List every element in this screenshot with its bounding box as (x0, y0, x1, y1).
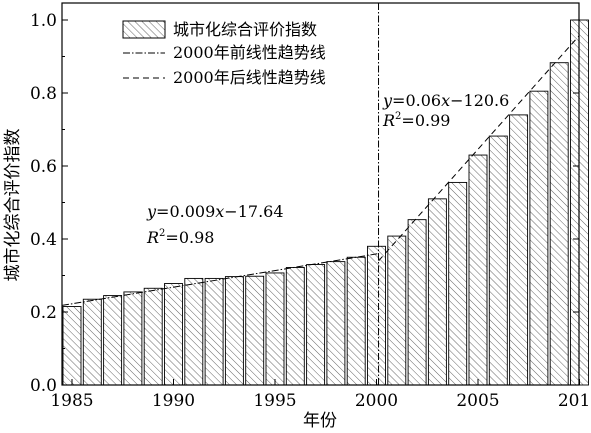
x-tick-label: 1985 (50, 391, 93, 411)
x-tick-label: 2000 (355, 391, 398, 411)
bar-2003 (427, 198, 447, 386)
bars-group (62, 19, 589, 386)
x-tick-label: 1995 (253, 391, 296, 411)
annotation-post-equation: y=0.06x−120.6 (382, 91, 509, 110)
y-axis: 0.0 0.2 0.4 0.6 0.8 1.0 (30, 11, 579, 396)
legend-label-pre: 2000年前线性趋势线 (173, 43, 326, 62)
y-tick-label: 0.0 (30, 376, 57, 396)
bar-1988 (123, 291, 143, 386)
trend-lines (62, 3, 579, 385)
bar-1990 (164, 283, 183, 386)
y-axis-title: 城市化综合评价指数 (3, 129, 23, 282)
bar-1992 (204, 277, 224, 386)
y-tick-label: 0.4 (30, 230, 57, 250)
bar-1998 (326, 261, 346, 386)
legend-swatch-bars (122, 20, 166, 39)
annotation-pre: y=0.009x−17.64 R2=0.98 (146, 202, 284, 247)
x-axis-title: 年份 (303, 411, 337, 431)
y-tick-label: 0.2 (30, 303, 57, 323)
bar-2004 (448, 181, 468, 386)
x-tick-label: 2005 (456, 391, 499, 411)
bar-1994 (245, 275, 265, 386)
trend-line-post-2000 (378, 35, 579, 262)
bar-1987 (103, 295, 123, 386)
bar-2000 (367, 245, 386, 386)
annotation-pre-equation: y=0.009x−17.64 (146, 202, 284, 221)
x-tick-label: 1990 (152, 391, 195, 411)
plot-frame (61, 2, 580, 386)
bar-1989 (143, 287, 163, 386)
bar-2007 (509, 114, 529, 386)
bar-1985 (62, 306, 82, 386)
legend-label-post: 2000年后线性趋势线 (173, 68, 326, 87)
x-tick-label: 2010 (558, 391, 591, 411)
y-tick-label: 0.6 (30, 157, 57, 177)
bar-1993 (224, 276, 244, 386)
bar-2006 (488, 135, 508, 386)
legend-label-bars: 城市化综合评价指数 (173, 20, 317, 39)
bar-2002 (407, 219, 427, 386)
bar-1997 (306, 264, 326, 386)
bar-1996 (285, 267, 305, 386)
y-tick-label: 1.0 (30, 11, 57, 31)
x-axis: 1985 1990 1995 2000 2005 2010 (50, 379, 591, 411)
bar-2009 (549, 62, 569, 386)
bar-1991 (184, 277, 204, 386)
y-tick-label: 0.8 (30, 84, 57, 104)
bar-2005 (468, 154, 488, 386)
annotation-post-r2: R2=0.99 (382, 111, 450, 130)
bar-1995 (265, 272, 285, 386)
bar-2008 (529, 90, 549, 386)
bar-2001 (387, 235, 407, 386)
legend: 城市化综合评价指数 2000年前线性趋势线 2000年后线性趋势线 (122, 20, 326, 87)
bar-1986 (82, 298, 102, 386)
annotation-post: y=0.06x−120.6 R2=0.99 (382, 91, 509, 130)
trend-line-pre-2000 (62, 253, 379, 306)
annotation-pre-r2: R2=0.98 (146, 228, 214, 247)
bar-1999 (346, 256, 366, 386)
